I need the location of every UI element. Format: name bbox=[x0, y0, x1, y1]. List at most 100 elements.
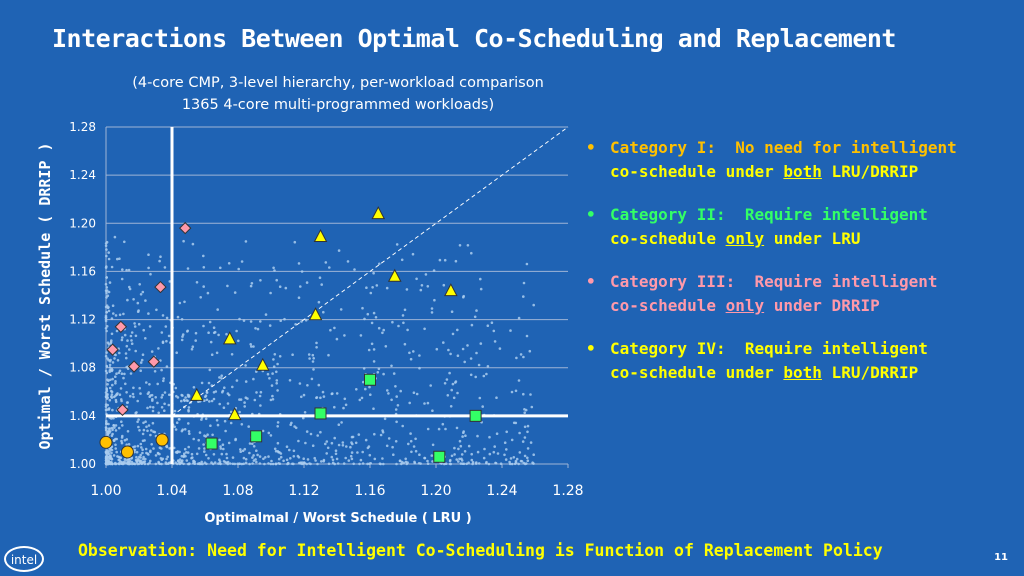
workload-point bbox=[199, 462, 203, 466]
workload-point bbox=[193, 460, 196, 464]
workload-point bbox=[297, 439, 300, 443]
workload-point bbox=[218, 438, 221, 442]
workload-point bbox=[350, 435, 354, 439]
axis-ticks: 1.00 1.04 1.08 1.12 1.16 1.20 1.24 1.28 1.00 1.04… bbox=[69, 120, 583, 499]
workload-point bbox=[139, 442, 143, 446]
workload-point bbox=[331, 392, 334, 395]
workload-point bbox=[375, 284, 379, 287]
workload-point bbox=[442, 283, 446, 287]
workload-point bbox=[254, 327, 257, 330]
workload-point bbox=[136, 457, 140, 461]
workload-point bbox=[190, 456, 193, 460]
workload-point bbox=[141, 448, 144, 452]
workload-point bbox=[190, 347, 194, 351]
workload-point bbox=[218, 462, 222, 465]
workload-point bbox=[133, 448, 137, 452]
workload-point bbox=[339, 308, 343, 311]
workload-point bbox=[160, 447, 163, 450]
workload-point bbox=[226, 284, 229, 288]
workload-point bbox=[367, 348, 371, 352]
workload-point bbox=[248, 442, 252, 445]
workload-point bbox=[395, 395, 399, 398]
workload-point bbox=[120, 277, 124, 281]
workload-point bbox=[148, 325, 152, 328]
workload-point bbox=[443, 258, 447, 262]
workload-point bbox=[181, 335, 184, 338]
workload-point bbox=[359, 458, 363, 462]
workload-point bbox=[144, 420, 147, 424]
workload-point bbox=[197, 438, 200, 442]
page-number: 11 bbox=[994, 552, 1008, 563]
slide-subtitle: (4-core CMP, 3-level hierarchy, per-work… bbox=[88, 72, 588, 116]
workload-point bbox=[104, 369, 108, 373]
workload-point bbox=[408, 351, 411, 355]
category-list: • Category I: No need for intelligent co… bbox=[582, 136, 1012, 404]
workload-point bbox=[293, 425, 296, 428]
workload-point bbox=[192, 437, 195, 441]
workload-point bbox=[126, 339, 129, 342]
workload-point bbox=[458, 244, 462, 247]
workload-point bbox=[220, 374, 223, 378]
workload-point bbox=[324, 442, 327, 446]
workload-point bbox=[487, 462, 491, 466]
category-3-marker bbox=[114, 320, 128, 333]
workload-point bbox=[114, 462, 118, 466]
workload-point bbox=[312, 357, 316, 360]
workload-point bbox=[222, 460, 226, 463]
workload-point bbox=[410, 450, 413, 454]
workload-point bbox=[394, 385, 397, 388]
workload-point bbox=[313, 456, 317, 460]
workload-point bbox=[157, 461, 161, 465]
workload-point bbox=[351, 442, 354, 446]
workload-point bbox=[238, 462, 241, 466]
workload-point bbox=[325, 452, 329, 455]
workload-point bbox=[204, 453, 208, 457]
workload-point bbox=[342, 406, 345, 410]
workload-point bbox=[316, 434, 320, 437]
workload-point bbox=[268, 324, 272, 327]
workload-point bbox=[129, 372, 133, 375]
workload-point bbox=[258, 394, 262, 398]
workload-point bbox=[147, 253, 150, 256]
category-1-marker bbox=[99, 435, 113, 449]
workload-point bbox=[105, 387, 108, 390]
workload-point bbox=[404, 457, 408, 461]
workload-point bbox=[401, 424, 405, 428]
workload-point bbox=[376, 371, 380, 374]
workload-point bbox=[457, 447, 460, 451]
workload-point bbox=[235, 329, 238, 333]
workload-point bbox=[149, 459, 152, 463]
workload-point bbox=[467, 461, 470, 465]
workload-point bbox=[443, 462, 446, 466]
workload-point bbox=[105, 240, 109, 244]
workload-point bbox=[326, 446, 330, 450]
workload-point bbox=[165, 365, 169, 368]
workload-point bbox=[530, 405, 534, 409]
workload-point bbox=[279, 319, 283, 323]
workload-point bbox=[277, 457, 281, 461]
category-3-text: Require intelligent bbox=[754, 272, 938, 291]
workload-point bbox=[114, 398, 118, 402]
workload-point bbox=[267, 431, 271, 435]
workload-point bbox=[331, 458, 335, 462]
x-tick-label: 1.08 bbox=[222, 483, 253, 499]
workload-point bbox=[529, 441, 533, 444]
workload-point bbox=[229, 421, 233, 425]
workload-point bbox=[225, 332, 228, 336]
workload-point bbox=[209, 340, 213, 344]
workload-point bbox=[220, 452, 224, 456]
workload-point bbox=[457, 460, 460, 463]
workload-point bbox=[227, 441, 231, 445]
workload-point bbox=[424, 273, 428, 276]
workload-point bbox=[125, 443, 128, 447]
bullet-dot: • bbox=[586, 339, 596, 358]
workload-point bbox=[234, 437, 237, 441]
workload-point bbox=[163, 266, 167, 269]
workload-point bbox=[366, 446, 370, 450]
workload-point bbox=[139, 369, 142, 373]
workload-point bbox=[141, 290, 145, 294]
workload-point bbox=[118, 369, 122, 373]
workload-point bbox=[110, 448, 114, 452]
workload-point bbox=[271, 394, 274, 398]
workload-point bbox=[361, 450, 365, 454]
